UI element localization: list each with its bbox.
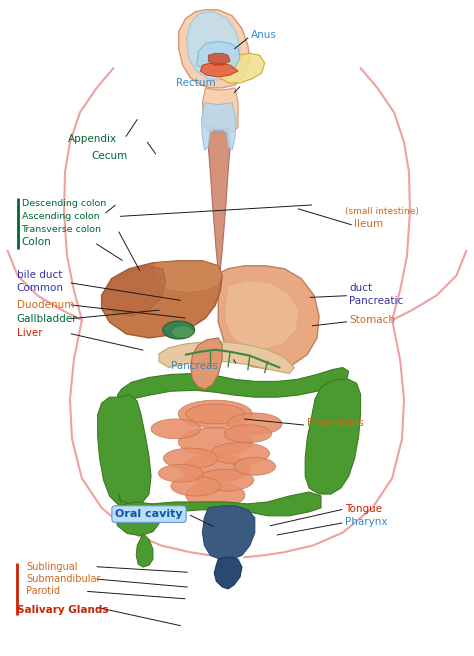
Text: Cecum: Cecum	[92, 151, 128, 161]
Text: Descending colon: Descending colon	[21, 199, 106, 208]
Polygon shape	[224, 281, 299, 350]
Polygon shape	[98, 394, 151, 508]
Ellipse shape	[210, 443, 270, 464]
Ellipse shape	[164, 448, 218, 469]
Text: Pancreatic: Pancreatic	[349, 296, 404, 306]
Ellipse shape	[163, 321, 194, 339]
Ellipse shape	[172, 326, 193, 338]
Ellipse shape	[186, 404, 245, 424]
Polygon shape	[187, 12, 240, 80]
Text: Parotid: Parotid	[26, 586, 60, 596]
Text: Stomach: Stomach	[349, 315, 395, 325]
Polygon shape	[209, 127, 230, 271]
Polygon shape	[179, 10, 250, 88]
Text: Ileum: Ileum	[354, 219, 383, 229]
Polygon shape	[101, 261, 222, 338]
Ellipse shape	[186, 482, 245, 508]
Text: Gallbladder: Gallbladder	[17, 314, 77, 324]
Polygon shape	[191, 338, 222, 389]
Text: Anus: Anus	[251, 30, 277, 40]
Polygon shape	[119, 492, 321, 516]
Polygon shape	[159, 342, 294, 373]
Polygon shape	[136, 533, 153, 567]
Text: Colon: Colon	[21, 237, 51, 247]
Polygon shape	[101, 266, 166, 316]
Ellipse shape	[234, 457, 275, 475]
Text: Tongue: Tongue	[345, 504, 382, 514]
Text: Esophagus: Esophagus	[307, 419, 364, 428]
Text: Duodenum: Duodenum	[17, 300, 74, 310]
Polygon shape	[209, 53, 230, 65]
Ellipse shape	[171, 476, 220, 496]
Text: Oral cavity: Oral cavity	[115, 509, 183, 519]
Polygon shape	[218, 266, 319, 369]
Text: Pancreas: Pancreas	[172, 361, 219, 371]
Text: (small intestine): (small intestine)	[345, 207, 419, 216]
Ellipse shape	[178, 428, 252, 455]
Text: Liver: Liver	[17, 328, 43, 338]
Polygon shape	[220, 53, 264, 83]
Text: Ascending colon: Ascending colon	[21, 212, 99, 221]
Polygon shape	[202, 506, 255, 560]
Text: bile duct: bile duct	[17, 270, 62, 280]
Ellipse shape	[151, 419, 201, 439]
Ellipse shape	[197, 469, 254, 491]
Ellipse shape	[158, 464, 203, 482]
Text: duct: duct	[349, 283, 373, 293]
Text: Pharynx: Pharynx	[345, 518, 387, 527]
Polygon shape	[118, 367, 349, 401]
Text: Salivary Glands: Salivary Glands	[17, 605, 109, 615]
Text: Transverse colon: Transverse colon	[21, 225, 101, 234]
Text: Rectum: Rectum	[176, 78, 216, 88]
Ellipse shape	[178, 400, 252, 428]
Polygon shape	[202, 88, 238, 133]
Polygon shape	[197, 41, 240, 71]
Polygon shape	[116, 502, 159, 535]
Text: Submandibular: Submandibular	[26, 574, 100, 584]
Polygon shape	[153, 261, 222, 293]
Polygon shape	[201, 63, 238, 77]
Ellipse shape	[224, 425, 272, 443]
Ellipse shape	[131, 517, 139, 523]
Polygon shape	[201, 103, 236, 150]
Text: Common: Common	[17, 283, 64, 293]
Text: Sublingual: Sublingual	[26, 562, 78, 571]
Ellipse shape	[181, 455, 250, 482]
Ellipse shape	[228, 413, 282, 435]
Polygon shape	[214, 558, 242, 589]
Text: Appendix: Appendix	[68, 134, 118, 144]
Polygon shape	[305, 379, 361, 494]
